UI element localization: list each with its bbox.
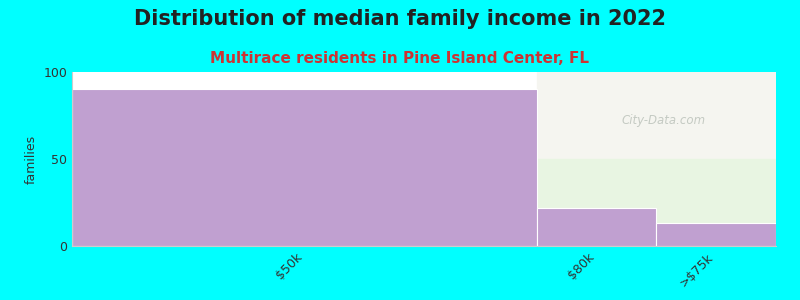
- Bar: [656, 224, 776, 246]
- Y-axis label: families: families: [25, 134, 38, 184]
- Text: City-Data.com: City-Data.com: [622, 114, 706, 127]
- Bar: [537, 159, 776, 246]
- Text: Distribution of median family income in 2022: Distribution of median family income in …: [134, 9, 666, 29]
- Bar: [537, 208, 656, 246]
- Text: Multirace residents in Pine Island Center, FL: Multirace residents in Pine Island Cente…: [210, 51, 590, 66]
- Bar: [72, 89, 537, 246]
- Bar: [537, 72, 776, 159]
